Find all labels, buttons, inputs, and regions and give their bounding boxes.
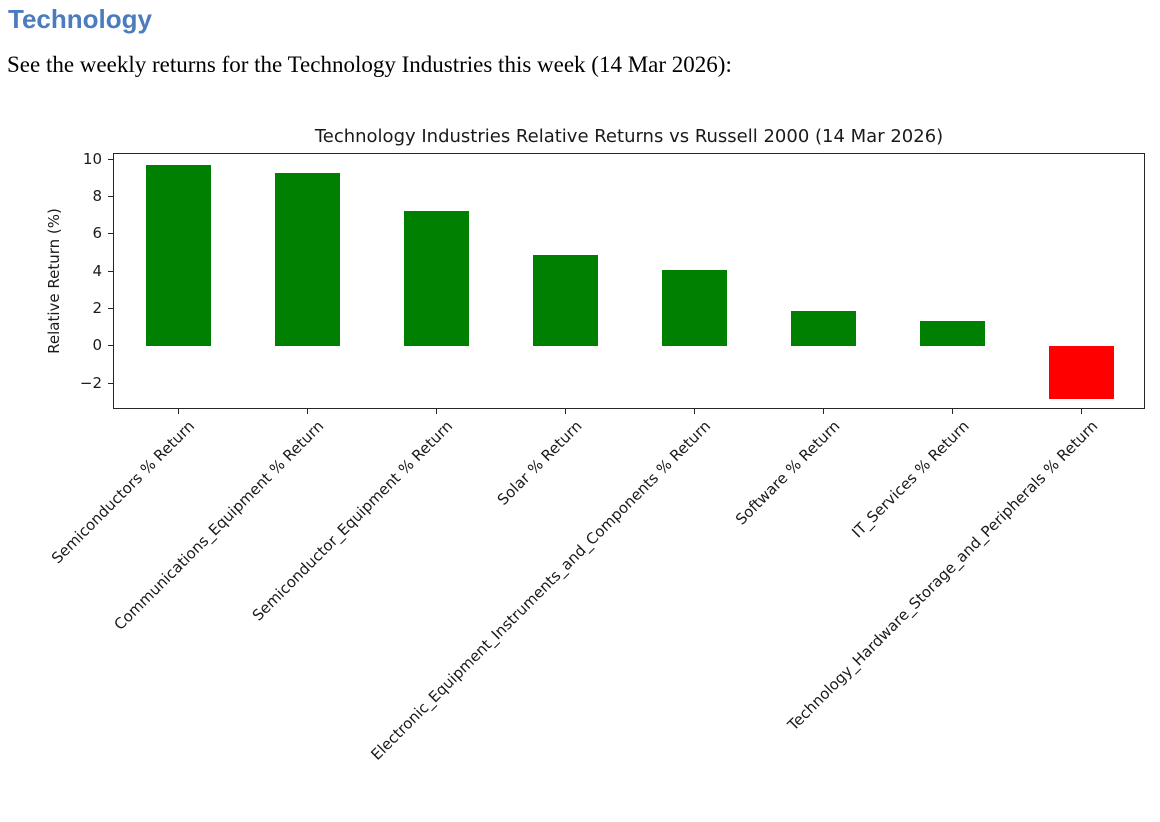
bar-positive xyxy=(533,254,598,347)
bar-positive xyxy=(275,172,340,347)
bar-positive xyxy=(791,310,856,347)
x-axis-tick xyxy=(951,409,953,414)
y-axis-tick xyxy=(108,195,113,197)
bar-positive xyxy=(662,269,727,347)
y-tick-label: 2 xyxy=(92,299,102,318)
page-title: Technology xyxy=(8,4,152,34)
y-tick-label: 6 xyxy=(92,224,102,243)
y-axis-tick xyxy=(108,158,113,160)
x-axis-tick xyxy=(435,409,437,414)
x-tick-label: Semiconductors % Return xyxy=(48,417,199,568)
y-tick-label: 10 xyxy=(82,149,102,168)
y-tick-label: 0 xyxy=(92,336,102,355)
x-tick-label: Solar % Return xyxy=(493,417,586,509)
y-axis-tick xyxy=(108,382,113,384)
x-axis-tick xyxy=(822,409,824,414)
y-axis-tick xyxy=(108,270,113,272)
x-axis-tick xyxy=(177,409,179,414)
x-tick-label: Technology_Hardware_Storage_and_Peripher… xyxy=(784,417,1102,735)
x-tick-label: Communications_Equipment % Return xyxy=(110,417,328,634)
y-tick-label: 4 xyxy=(92,261,102,280)
y-axis-tick xyxy=(108,345,113,347)
x-axis-tick xyxy=(306,409,308,414)
x-axis-tick xyxy=(564,409,566,414)
bar-negative xyxy=(1049,346,1114,399)
y-tick-label: 8 xyxy=(92,186,102,205)
bar-positive xyxy=(146,165,211,347)
x-tick-label: IT_Services % Return xyxy=(847,417,973,542)
bar-positive xyxy=(920,321,985,347)
x-axis-tick xyxy=(693,409,695,414)
bar-positive xyxy=(404,210,469,347)
x-tick-label: Software % Return xyxy=(731,417,844,529)
x-tick-label: Semiconductor_Equipment % Return xyxy=(248,417,457,625)
x-axis-tick xyxy=(1080,409,1082,414)
plot-area xyxy=(113,153,1145,409)
y-axis-tick xyxy=(108,233,113,235)
chart-title: Technology Industries Relative Returns v… xyxy=(314,126,944,147)
intro-text: See the weekly returns for the Technolog… xyxy=(7,52,732,77)
y-tick-label: −2 xyxy=(79,373,102,392)
y-axis-tick xyxy=(108,308,113,310)
